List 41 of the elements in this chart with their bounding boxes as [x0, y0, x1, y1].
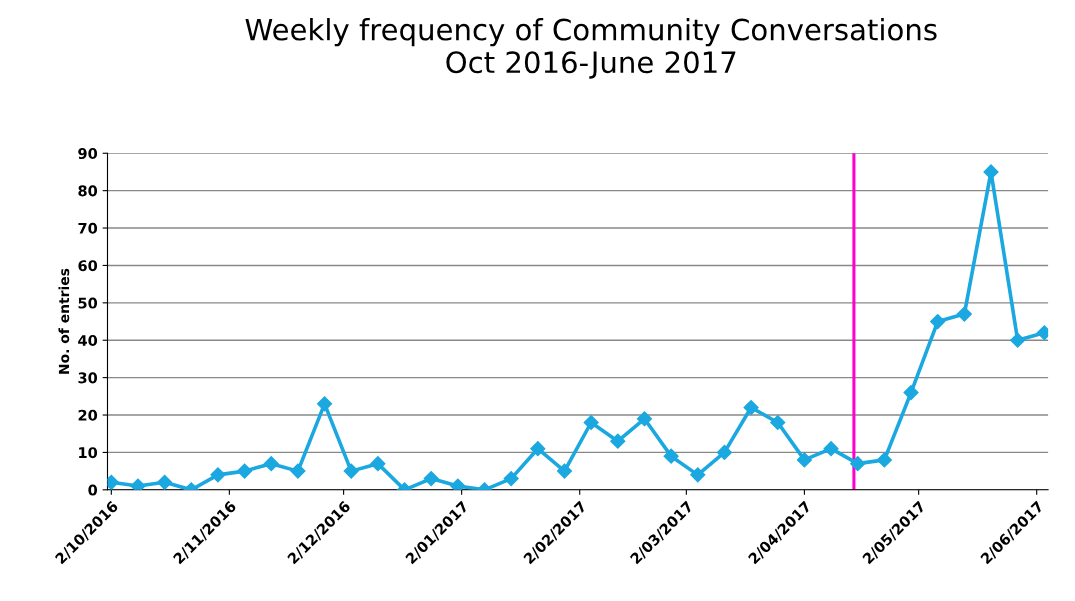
point: [823, 441, 839, 457]
point: [930, 313, 946, 330]
point: [423, 471, 439, 487]
y-tick-label: 40: [78, 334, 98, 346]
point: [690, 467, 706, 483]
point: [770, 414, 786, 431]
point: [636, 411, 653, 427]
point: [290, 463, 306, 479]
point: [983, 164, 999, 180]
point: [263, 456, 279, 472]
point: [316, 396, 333, 412]
point: [716, 444, 732, 460]
point: [530, 441, 546, 457]
point: [583, 414, 599, 431]
point: [610, 433, 626, 449]
point: [503, 471, 519, 487]
point: [796, 452, 812, 468]
y-tick-label: 60: [78, 260, 98, 272]
y-tick-label: 30: [78, 372, 98, 384]
point: [850, 456, 866, 472]
y-axis-title: No. of entries: [58, 268, 70, 374]
y-tick-label: 0: [88, 484, 98, 496]
y-tick-label: 10: [79, 447, 98, 459]
point: [210, 467, 226, 483]
point: [876, 452, 892, 468]
point: [956, 306, 972, 322]
y-tick-label: 20: [78, 409, 98, 421]
point: [237, 463, 253, 479]
y-tick-label: 90: [78, 147, 98, 159]
point: [370, 456, 386, 472]
y-tick-label: 50: [78, 297, 98, 309]
point: [903, 385, 919, 401]
point: [556, 463, 573, 479]
y-tick-label: 70: [78, 222, 98, 234]
point: [1010, 332, 1026, 348]
point: [343, 463, 359, 479]
point: [663, 448, 679, 464]
point: [743, 399, 759, 416]
chart-title: Weekly frequency of Community Conversations Oct 2016-June 2017: [245, 18, 937, 79]
point: [157, 474, 173, 490]
y-tick-label: 80: [78, 185, 98, 197]
